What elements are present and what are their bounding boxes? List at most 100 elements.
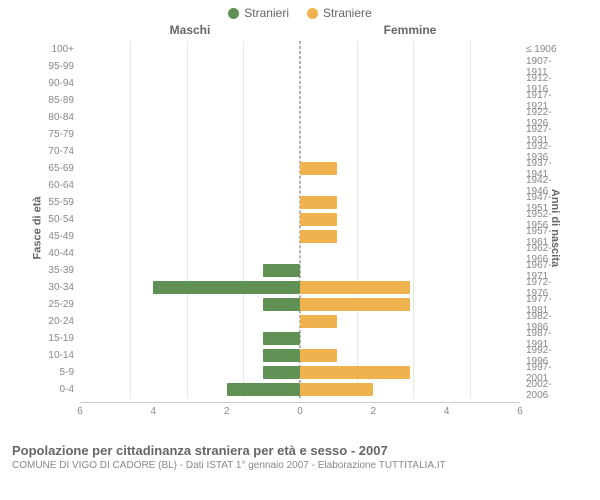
bar-male <box>153 281 300 294</box>
bar-area-female <box>300 194 520 211</box>
x-tick: 6 <box>77 406 83 417</box>
x-tick: 2 <box>371 406 377 417</box>
age-label: 40-44 <box>30 248 80 259</box>
bar-area-male <box>80 381 300 398</box>
x-tick: 0 <box>297 406 303 417</box>
bar-female <box>300 366 410 379</box>
bar-area-male <box>80 143 300 160</box>
bar-area-female <box>300 109 520 126</box>
age-label: 20-24 <box>30 316 80 327</box>
bar-female <box>300 315 337 328</box>
legend-swatch-male <box>228 8 239 19</box>
bar-female <box>300 281 410 294</box>
bar-area-male <box>80 41 300 58</box>
bar-female <box>300 162 337 175</box>
bar-area-female <box>300 228 520 245</box>
bar-area-female <box>300 143 520 160</box>
bar-female <box>300 196 337 209</box>
bar-female <box>300 213 337 226</box>
col-header-male: Maschi <box>80 23 300 41</box>
chart-row: 100+ ≤ 1906 <box>30 41 570 58</box>
bar-area-male <box>80 126 300 143</box>
bar-area-male <box>80 347 300 364</box>
chart-row: 40-441962-1966 <box>30 245 570 262</box>
bar-area-male <box>80 211 300 228</box>
age-label: 85-89 <box>30 95 80 106</box>
chart-row: 30-341972-1976 <box>30 279 570 296</box>
age-label: 80-84 <box>30 112 80 123</box>
age-label: 70-74 <box>30 146 80 157</box>
x-tick: 2 <box>224 406 230 417</box>
legend-item-female: Straniere <box>307 6 372 20</box>
legend-label-female: Straniere <box>323 6 372 20</box>
age-label: 65-69 <box>30 163 80 174</box>
chart-row: 20-241982-1986 <box>30 313 570 330</box>
age-label: 55-59 <box>30 197 80 208</box>
bar-area-male <box>80 92 300 109</box>
chart-row: 95-991907-1911 <box>30 58 570 75</box>
age-label: 60-64 <box>30 180 80 191</box>
chart-row: 35-391967-1971 <box>30 262 570 279</box>
x-axis: 0 2 2 4 4 6 6 <box>80 402 520 420</box>
bar-male <box>227 383 300 396</box>
chart-rows: 100+≤ 190695-991907-191190-941912-191685… <box>30 41 570 398</box>
age-label: 100+ <box>30 44 80 55</box>
bar-area-male <box>80 228 300 245</box>
bar-area-male <box>80 194 300 211</box>
age-label: 15-19 <box>30 333 80 344</box>
bar-male <box>263 264 300 277</box>
footer: Popolazione per cittadinanza straniera p… <box>0 439 600 471</box>
bar-female <box>300 230 337 243</box>
bar-area-male <box>80 58 300 75</box>
bar-area-male <box>80 245 300 262</box>
age-label: 45-49 <box>30 231 80 242</box>
bar-area-male <box>80 75 300 92</box>
age-label: 95-99 <box>30 61 80 72</box>
bar-area-female <box>300 160 520 177</box>
bar-female <box>300 298 410 311</box>
col-header-female: Femmine <box>300 23 520 41</box>
x-tick: 4 <box>444 406 450 417</box>
x-tick: 6 <box>517 406 523 417</box>
age-label: 25-29 <box>30 299 80 310</box>
bar-area-male <box>80 296 300 313</box>
bar-area-female <box>300 381 520 398</box>
bar-area-female <box>300 75 520 92</box>
chart-row: 5-91997-2001 <box>30 364 570 381</box>
birth-label: ≤ 1906 <box>520 44 570 55</box>
footer-title: Popolazione per cittadinanza straniera p… <box>12 443 588 458</box>
age-label: 50-54 <box>30 214 80 225</box>
bar-area-female <box>300 296 520 313</box>
bar-area-female <box>300 126 520 143</box>
x-tick: 4 <box>151 406 157 417</box>
bar-area-male <box>80 109 300 126</box>
chart-row: 65-691937-1941 <box>30 160 570 177</box>
chart: Fasce di età Anni di nascita Maschi Femm… <box>30 23 570 433</box>
chart-row: 0-42002-2006 <box>30 381 570 398</box>
chart-row: 85-891917-1921 <box>30 92 570 109</box>
bar-area-female <box>300 330 520 347</box>
bar-area-male <box>80 262 300 279</box>
chart-row: 10-141992-1996 <box>30 347 570 364</box>
column-headers: Maschi Femmine <box>30 23 570 41</box>
legend-item-male: Stranieri <box>228 6 289 20</box>
bar-area-female <box>300 92 520 109</box>
chart-row: 15-191987-1991 <box>30 330 570 347</box>
bar-area-female <box>300 211 520 228</box>
chart-row: 80-841922-1926 <box>30 109 570 126</box>
bar-female <box>300 383 373 396</box>
birth-label: 2002-2006 <box>520 379 570 401</box>
bar-area-female <box>300 262 520 279</box>
footer-subtitle: COMUNE DI VIGO DI CADORE (BL) - Dati IST… <box>12 460 588 471</box>
bar-area-female <box>300 177 520 194</box>
bar-area-male <box>80 330 300 347</box>
age-label: 75-79 <box>30 129 80 140</box>
chart-row: 45-491957-1961 <box>30 228 570 245</box>
bar-area-male <box>80 160 300 177</box>
age-label: 90-94 <box>30 78 80 89</box>
bar-area-female <box>300 279 520 296</box>
bar-male <box>263 366 300 379</box>
bar-area-female <box>300 313 520 330</box>
bar-male <box>263 349 300 362</box>
chart-row: 75-791927-1931 <box>30 126 570 143</box>
